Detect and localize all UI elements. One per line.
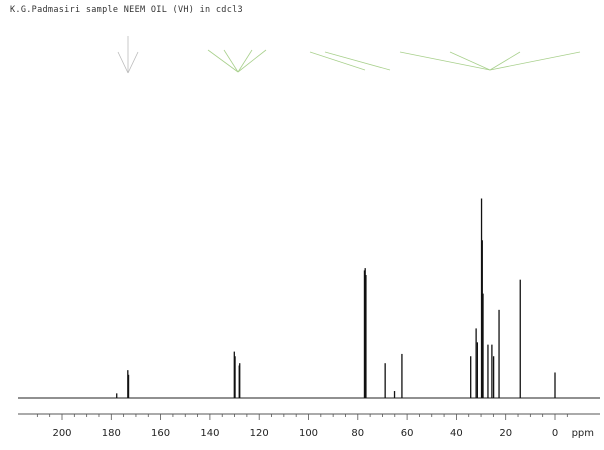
peak-label-tree-left [117,36,139,74]
x-axis-tick-label: 160 [151,428,170,439]
x-axis-unit-label: ppm [572,428,594,439]
x-axis-tick-label: 40 [450,428,463,439]
x-axis-tick-label: 80 [351,428,364,439]
x-axis-tick-label: 100 [299,428,318,439]
peak-label-tree-middle [207,49,267,73]
peak-label-tree-right [309,51,581,71]
x-axis-tick-label: 140 [200,428,219,439]
x-axis-tick-label: 20 [499,428,512,439]
x-axis-tick-label: 200 [52,428,71,439]
x-axis-tick-label: 120 [250,428,269,439]
x-axis-tick-label: 180 [102,428,121,439]
spectrum-title: K.G.Padmasiri sample NEEM OIL (VH) in cd… [10,5,243,15]
x-axis-tick-label: 60 [401,428,414,439]
x-axis-tick-label: 0 [552,428,558,439]
